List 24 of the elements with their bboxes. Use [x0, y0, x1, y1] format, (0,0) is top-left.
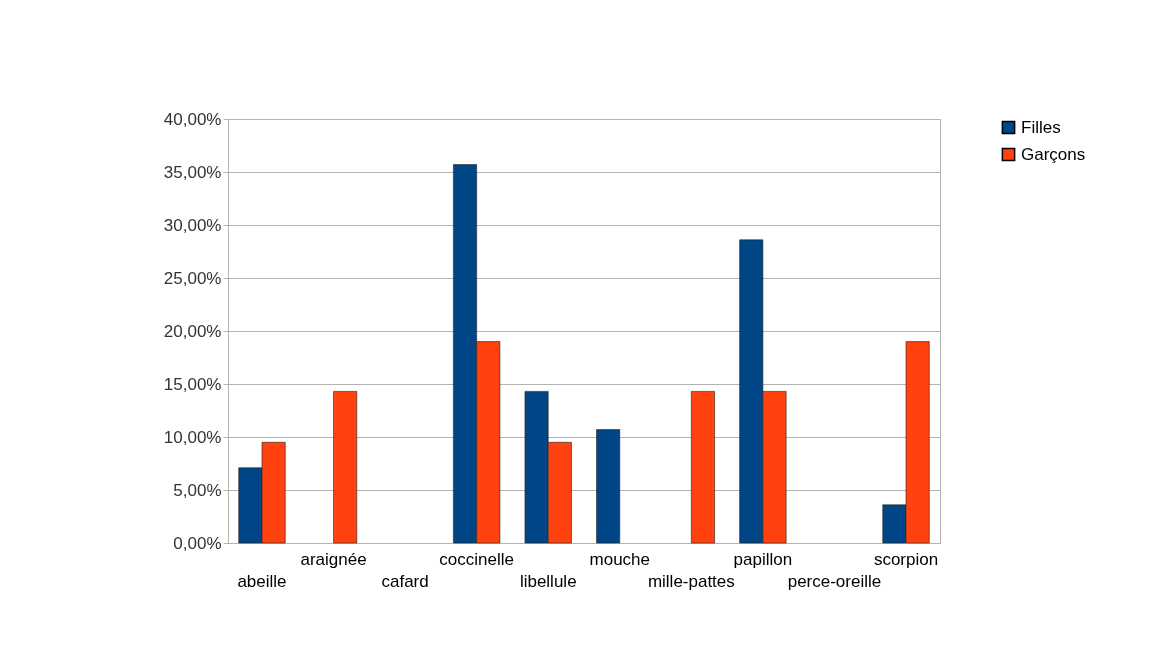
- y-tick-label: 0,00%: [173, 533, 222, 553]
- x-tick-label: araignée: [300, 549, 367, 569]
- bar: [691, 391, 715, 544]
- y-tick-label: 15,00%: [163, 374, 222, 394]
- x-tick-label: scorpion: [873, 549, 939, 569]
- y-tick-label: 5,00%: [173, 480, 222, 500]
- x-tick-label: papillon: [733, 549, 793, 569]
- x-tick-label: mille-pattes: [647, 571, 735, 591]
- y-tick-label: 20,00%: [163, 321, 222, 341]
- x-tick-label: cafard: [381, 571, 429, 591]
- y-tick-label: 30,00%: [163, 215, 222, 235]
- legend-label: Garçons: [1021, 144, 1086, 164]
- y-tick-label: 40,00%: [163, 109, 222, 129]
- x-tick-label: libellule: [519, 571, 577, 591]
- x-tick-label: abeille: [237, 571, 287, 591]
- bar: [596, 429, 621, 544]
- y-tick-label: 10,00%: [163, 427, 222, 447]
- x-tick-label: perce-oreille: [787, 571, 882, 591]
- y-tick-label: 25,00%: [163, 268, 222, 288]
- x-tick-label: coccinelle: [439, 549, 514, 569]
- legend-label: Filles: [1021, 117, 1061, 137]
- bar: [333, 391, 358, 544]
- x-tick-label: mouche: [589, 549, 651, 569]
- y-tick-label: 35,00%: [163, 162, 222, 182]
